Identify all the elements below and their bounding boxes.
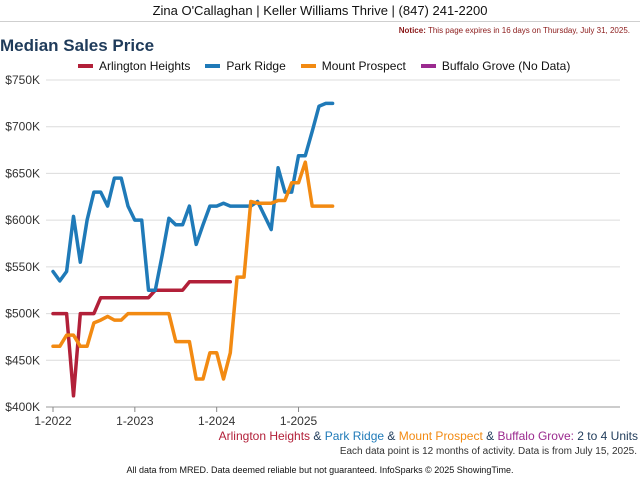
legend-item-park-ridge[interactable]: Park Ridge: [205, 59, 286, 73]
legend-item-buffalo-grove[interactable]: Buffalo Grove (No Data): [420, 59, 571, 73]
legend-swatch: [300, 64, 316, 68]
summary-separator: &: [310, 429, 325, 443]
legend-item-mount-prospect[interactable]: Mount Prospect: [300, 59, 406, 73]
expiry-notice: Notice: This page expires in 16 days on …: [399, 26, 630, 35]
notice-text: This page expires in 16 days on Thursday…: [427, 26, 630, 35]
notice-label: Notice:: [398, 26, 426, 35]
x-tick-label: 1-2024: [198, 414, 236, 428]
series-line-arlington-heights: [51, 280, 233, 398]
summary-buffalo-grove: Buffalo Grove:: [497, 429, 574, 443]
data-note: Each data point is 12 months of activity…: [339, 446, 637, 457]
legend-swatch: [78, 64, 93, 68]
legend-swatch: [420, 64, 436, 68]
y-tick-label: $700K: [5, 120, 40, 134]
chart-legend: Arlington Heights Park Ridge Mount Prosp…: [78, 58, 570, 74]
chart-title: Median Sales Price: [0, 36, 155, 55]
footer-disclaimer: All data from MRED. Data deemed reliable…: [126, 465, 514, 475]
y-tick-label: $600K: [5, 213, 40, 227]
y-tick-label: $500K: [5, 307, 40, 321]
summary-park-ridge: Park Ridge: [324, 429, 385, 443]
legend-swatch: [205, 64, 221, 68]
y-tick-label: $650K: [5, 166, 40, 180]
series-line-park-ridge: [51, 101, 335, 292]
summary-units: 2 to 4 Units: [573, 429, 638, 443]
legend-label: Park Ridge: [226, 59, 286, 73]
series-summary: Arlington Heights & Park Ridge & Mount P…: [219, 429, 638, 443]
summary-separator: &: [384, 429, 399, 443]
legend-label: Arlington Heights: [99, 59, 191, 73]
legend-label: Mount Prospect: [321, 59, 406, 73]
summary-mount-prospect: Mount Prospect: [398, 429, 483, 443]
series-line-mount-prospect: [51, 160, 335, 381]
summary-separator: &: [482, 429, 498, 443]
summary-arlington-heights: Arlington Heights: [218, 429, 311, 443]
x-tick-label: 1-2022: [34, 414, 72, 428]
legend-label: Buffalo Grove (No Data): [441, 59, 571, 73]
y-tick-label: $400K: [5, 400, 40, 414]
y-tick-label: $450K: [5, 353, 40, 367]
x-tick-label: 1-2025: [280, 414, 318, 428]
y-tick-label: $550K: [5, 260, 40, 274]
x-tick-label: 1-2023: [116, 414, 154, 428]
agent-header: Zina O'Callaghan | Keller Williams Thriv…: [0, 0, 640, 22]
agent-info: Zina O'Callaghan | Keller Williams Thriv…: [152, 3, 488, 18]
y-tick-label: $750K: [5, 73, 40, 87]
legend-item-arlington-heights[interactable]: Arlington Heights: [78, 59, 190, 73]
